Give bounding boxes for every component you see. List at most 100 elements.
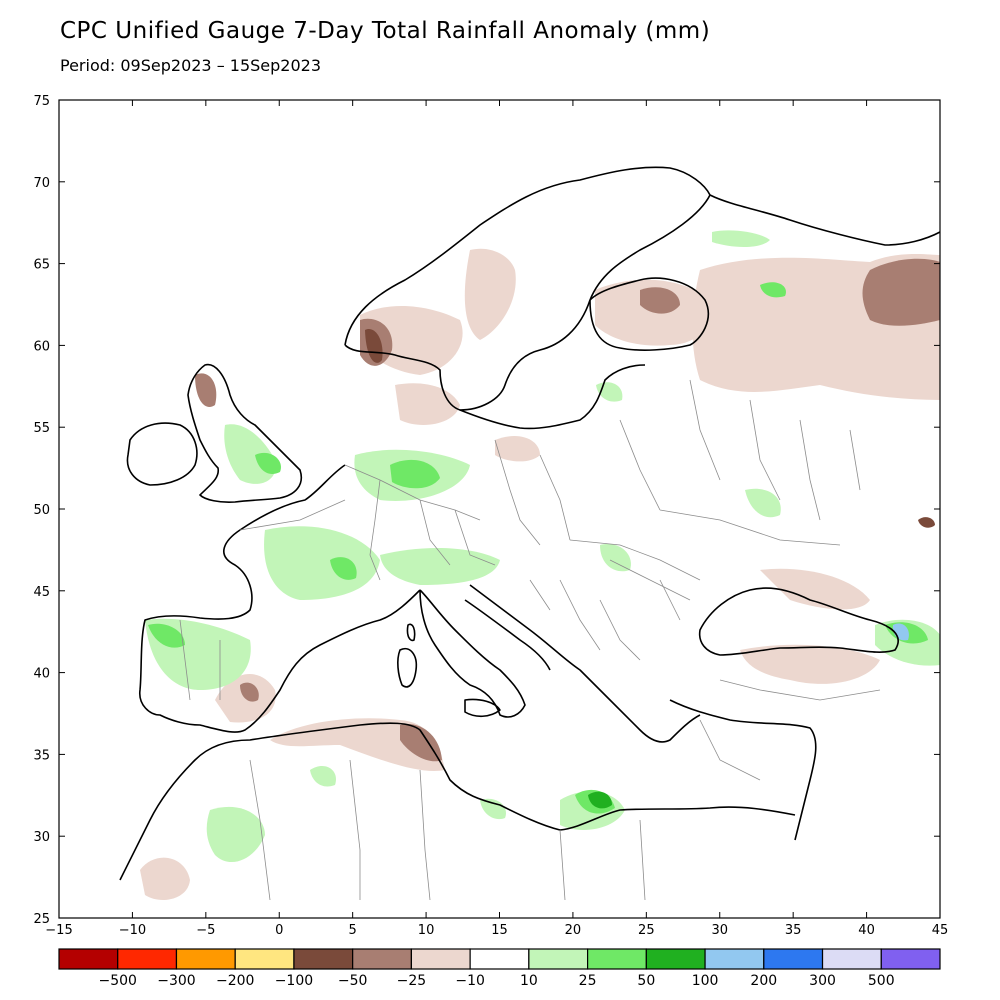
wet-anomaly-uk-mod (255, 452, 281, 475)
lon-tick-label: 45 (932, 923, 949, 938)
colorbar-label: 500 (868, 973, 895, 989)
wet-anomaly-ukraine (745, 488, 781, 518)
dry-anomaly-ukraine-spot (918, 517, 935, 528)
lat-tick-label: 50 (33, 503, 50, 518)
coastline-baltic-south (459, 364, 646, 430)
lon-tick-label: 35 (785, 923, 802, 938)
lat-tick-label: 45 (33, 585, 50, 600)
colorbar-label: −25 (397, 973, 427, 989)
colorbar-swatch (586, 948, 647, 970)
lat-tick-label: 30 (33, 830, 50, 845)
borders-western-europe (179, 379, 881, 901)
colorbar-label: 200 (750, 973, 777, 989)
lat-tick-label: 75 (33, 94, 50, 109)
colorbar-swatch (293, 948, 354, 970)
lat-tick-label: 60 (33, 339, 50, 354)
dry-anomaly-sweden (464, 248, 516, 340)
colorbar-swatch (645, 948, 706, 970)
wet-anomaly-balkans (600, 544, 631, 572)
lon-tick-label: 5 (349, 923, 357, 938)
dry-anomaly-caucasus (760, 568, 870, 610)
dry-anomaly-finland-mod (640, 287, 680, 314)
longitude-axis: −15 −10 −5 0 5 10 15 20 25 30 35 40 45 (45, 100, 948, 938)
colorbar-swatch (763, 948, 824, 970)
dry-anomaly-russia-mod (862, 258, 940, 326)
lon-tick-label: 40 (858, 923, 875, 938)
colorbar-swatch (821, 948, 882, 970)
colorbar-swatch (352, 948, 412, 970)
lat-tick-label: 35 (33, 748, 50, 763)
dry-anomaly-norway-strong (365, 329, 383, 363)
dry-anomaly-tunisia (400, 724, 442, 762)
colorbar-label: −50 (338, 973, 368, 989)
colorbar-label: 25 (579, 973, 597, 989)
anomaly-shading (140, 230, 940, 900)
period-label: Period: 09Sep2023 – 15Sep2023 (60, 56, 322, 75)
dry-anomaly-scotland (195, 373, 217, 407)
coastline-continental-west (139, 464, 421, 733)
colorbar-swatch (175, 948, 236, 970)
coastline-turkey-levant (669, 699, 817, 841)
dry-anomaly-morocco (140, 857, 190, 900)
coastline-sardinia (397, 648, 418, 688)
country-borders (179, 379, 881, 901)
colorbar-swatch (234, 948, 295, 970)
map-frame (58, 99, 941, 919)
lat-tick-label: 65 (33, 258, 50, 273)
coastline-sicily (464, 698, 501, 718)
dry-anomaly-poland (495, 435, 540, 462)
colorbar-swatch (469, 948, 530, 970)
wet-anomaly-france (264, 526, 380, 600)
latitude-axis: 75 70 65 60 55 50 45 40 35 30 25 (33, 94, 940, 927)
lon-tick-label: −5 (196, 923, 215, 938)
wet-anomaly-algeria (206, 806, 265, 863)
colorbar: −500 −300 −200 −100 −50 −25 −10 10 25 50 100 200 300… (58, 948, 941, 989)
coastline-scandinavia (344, 166, 941, 411)
colorbar-label: −200 (216, 973, 254, 989)
lon-tick-label: −15 (45, 923, 72, 938)
lon-tick-label: 15 (491, 923, 508, 938)
coastline-italy (419, 589, 551, 718)
colorbar-swatch (117, 948, 178, 970)
coastline-ireland (126, 422, 198, 486)
colorbar-label: −10 (455, 973, 485, 989)
wet-anomaly-russia-north (712, 230, 770, 247)
colorbar-label: 100 (692, 973, 719, 989)
wet-anomaly-mediterranean-coast (310, 765, 336, 787)
coastline-black-sea (698, 587, 899, 656)
colorbar-label: −100 (275, 973, 313, 989)
wet-anomaly-libya-strong (588, 791, 612, 809)
colorbar-label: 50 (637, 973, 655, 989)
wet-anomaly-galicia (148, 623, 185, 648)
lat-tick-label: 25 (33, 912, 50, 927)
wet-anomaly-benelux-mod (390, 459, 440, 489)
colorbar-swatch (410, 948, 471, 970)
colorbar-swatch (880, 948, 941, 970)
coastline-corsica (406, 623, 416, 642)
wet-anomaly-alps (380, 548, 500, 585)
lon-tick-label: 0 (275, 923, 283, 938)
dry-anomaly-turkey (740, 644, 880, 684)
coastline-great-britain (187, 363, 302, 503)
lat-tick-label: 70 (33, 176, 50, 191)
wet-anomaly-france-mod (330, 557, 357, 580)
colorbar-label: 10 (520, 973, 538, 989)
lon-tick-label: 20 (565, 923, 582, 938)
dry-anomaly-finland (595, 279, 713, 346)
coastline-finland (589, 277, 710, 351)
lat-tick-label: 55 (33, 421, 50, 436)
coastline-north-africa (119, 722, 796, 881)
lon-tick-label: −10 (119, 923, 146, 938)
colorbar-swatch (704, 948, 765, 970)
colorbar-label: −500 (99, 973, 137, 989)
coastlines (119, 166, 941, 881)
dry-anomaly-spain-mod (240, 682, 259, 702)
lon-tick-label: 10 (418, 923, 435, 938)
colorbar-swatch (528, 948, 589, 970)
coastline-balkans (469, 584, 701, 743)
colorbar-swatch (58, 948, 119, 970)
lon-tick-label: 30 (711, 923, 728, 938)
lat-tick-label: 40 (33, 667, 50, 682)
wet-anomaly-russia-spot (760, 282, 786, 298)
